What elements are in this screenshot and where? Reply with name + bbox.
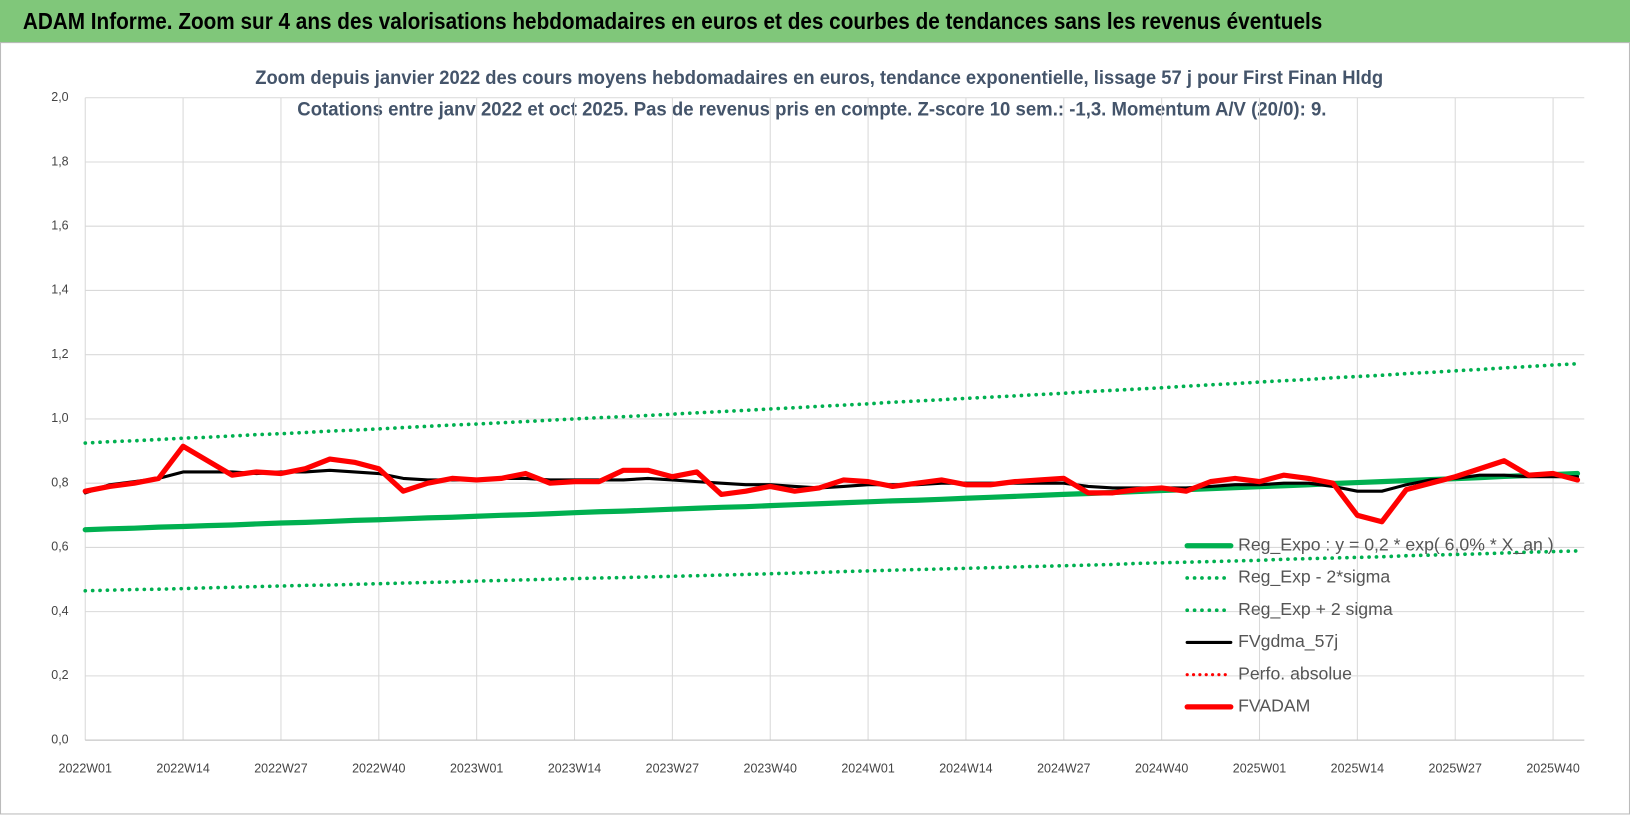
x-tick-label: 2024W14	[939, 762, 992, 776]
x-tick-label: 2024W40	[1135, 762, 1188, 776]
x-tick-label: 2024W01	[841, 762, 894, 776]
header-bar	[0, 0, 1630, 43]
y-tick-label: 0,0	[51, 732, 68, 746]
line-series	[83, 361, 1580, 445]
x-tick-label: 2024W27	[1037, 762, 1090, 776]
x-tick-label: 2023W40	[744, 762, 797, 776]
x-tick-label: 2025W01	[1233, 762, 1286, 776]
chart-title: Zoom depuis janvier 2022 des cours moyen…	[255, 67, 1383, 89]
x-tick-label: 2023W01	[450, 762, 503, 776]
y-tick-label: 0,6	[51, 540, 68, 554]
y-tick-label: 0,4	[51, 604, 68, 618]
chart-subtitle: Cotations entre janv 2022 et oct 2025. P…	[297, 98, 1326, 120]
y-tick-label: 0,8	[51, 475, 68, 489]
x-tick-label: 2022W14	[156, 762, 209, 776]
x-tick-label: 2022W27	[254, 762, 307, 776]
legend-label: Reg_Exp + 2 sigma	[1238, 599, 1393, 620]
x-tick-label: 2025W14	[1331, 762, 1384, 776]
y-tick-label: 1,4	[51, 283, 68, 297]
legend-label: Perfo. absolue	[1238, 663, 1352, 683]
x-tick-label: 2023W14	[548, 762, 601, 776]
line-series	[83, 468, 1580, 495]
x-tick-label: 2025W40	[1526, 762, 1579, 776]
y-tick-label: 0,2	[51, 668, 68, 682]
line-series	[82, 443, 1581, 525]
x-tick-label: 2022W01	[59, 762, 112, 776]
x-tick-label: 2022W40	[352, 762, 405, 776]
legend-label: Reg_Exp - 2*sigma	[1238, 567, 1390, 588]
header-title: ADAM Informe. Zoom sur 4 ans des valoris…	[23, 8, 1322, 34]
frame	[0, 42, 1630, 815]
x-tick-label: 2023W27	[646, 762, 699, 776]
y-tick-label: 2,0	[51, 90, 68, 104]
line-series	[83, 549, 1580, 593]
legend-label: Reg_Expo : y = 0,2 * exp( 6,0% * X_an )	[1238, 534, 1554, 555]
x-tick-label: 2025W27	[1429, 762, 1482, 776]
y-tick-label: 1,8	[51, 154, 68, 168]
y-tick-label: 1,6	[51, 219, 68, 233]
y-tick-label: 1,0	[51, 411, 68, 425]
y-tick-label: 1,2	[51, 347, 68, 361]
legend-label: FVgdma_57j	[1238, 631, 1338, 652]
legend-label: FVADAM	[1238, 696, 1310, 716]
